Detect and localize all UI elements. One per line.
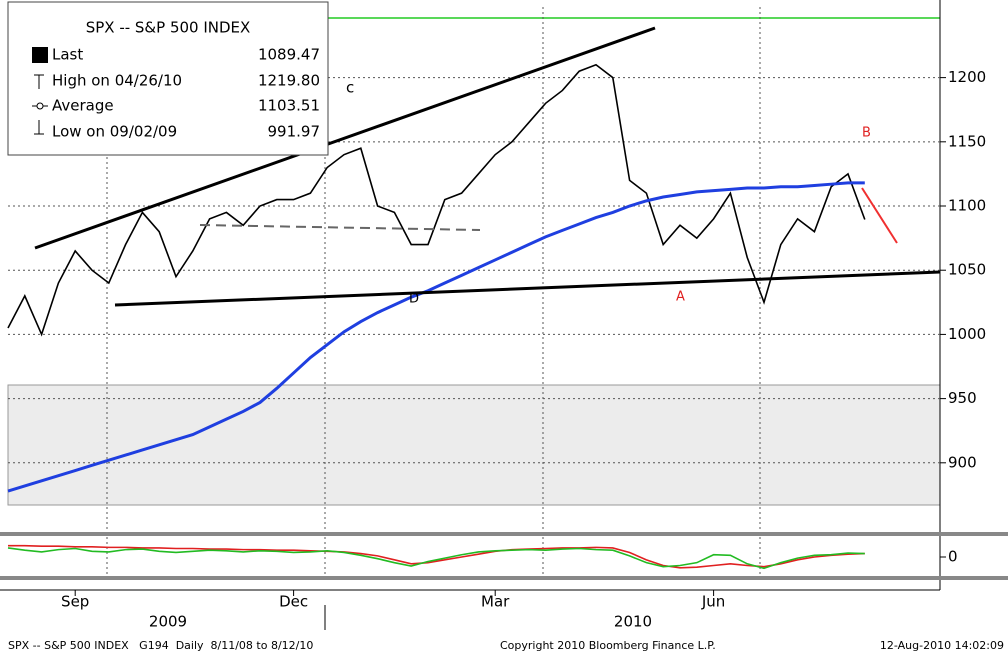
annotation: B <box>862 126 871 141</box>
legend-label: Average <box>52 97 114 115</box>
panel-separator <box>0 576 1008 580</box>
x-tick-label: Dec <box>279 593 308 611</box>
footer-text: Copyright 2010 Bloomberg Finance L.P. <box>500 639 716 652</box>
legend-label: Last <box>52 46 83 64</box>
series-line <box>7 63 866 337</box>
legend-value: 1103.51 <box>258 97 320 115</box>
y-tick-label: 950 <box>948 389 977 407</box>
legend-icon <box>34 74 44 89</box>
annotation: c <box>346 79 354 97</box>
legend-icon <box>36 102 44 110</box>
annotation: D <box>409 292 419 307</box>
legend-value: 1219.80 <box>258 72 320 90</box>
y-tick-label: 900 <box>948 453 977 471</box>
x-group-label: 2009 <box>149 613 187 631</box>
y-tick-label: 1200 <box>948 68 986 86</box>
trend-line <box>34 26 656 250</box>
shaded-band <box>7 384 941 506</box>
legend-value: 991.97 <box>268 123 321 141</box>
footer-text: 12-Aug-2010 14:02:09 <box>880 639 1004 652</box>
x-group-label: 2010 <box>614 613 652 631</box>
y-tick-label: 1100 <box>948 197 986 215</box>
annotation: A <box>676 290 685 305</box>
x-tick-label: Jun <box>701 593 725 611</box>
y-tick-label: 1050 <box>948 261 986 279</box>
trend-line <box>114 270 941 307</box>
legend-label: Low on 09/02/09 <box>52 123 177 141</box>
series-line <box>7 547 865 570</box>
panel-separator <box>0 532 1008 536</box>
legend: SPX -- S&P 500 INDEX Last 1089.47 High o… <box>7 1 329 156</box>
footer-text: SPX -- S&P 500 INDEX G194 Daily 8/11/08 … <box>8 639 313 652</box>
x-tick-label: Sep <box>61 593 89 611</box>
legend-title: SPX -- S&P 500 INDEX <box>86 19 251 37</box>
legend-label: High on 04/26/10 <box>52 72 182 90</box>
legend-box <box>7 1 329 156</box>
x-tick-label: Mar <box>481 593 510 611</box>
legend-icon <box>34 120 44 135</box>
series-line <box>7 181 865 493</box>
y-tick-label: 1000 <box>948 325 986 343</box>
y-tick-label: 0 <box>948 548 958 566</box>
support-line <box>199 224 481 231</box>
projection-line <box>861 187 898 244</box>
series-line <box>8 544 865 569</box>
legend-value: 1089.47 <box>258 46 320 64</box>
plot-area <box>7 63 940 570</box>
legend-icon <box>32 47 48 63</box>
y-tick-label: 1150 <box>948 132 986 150</box>
